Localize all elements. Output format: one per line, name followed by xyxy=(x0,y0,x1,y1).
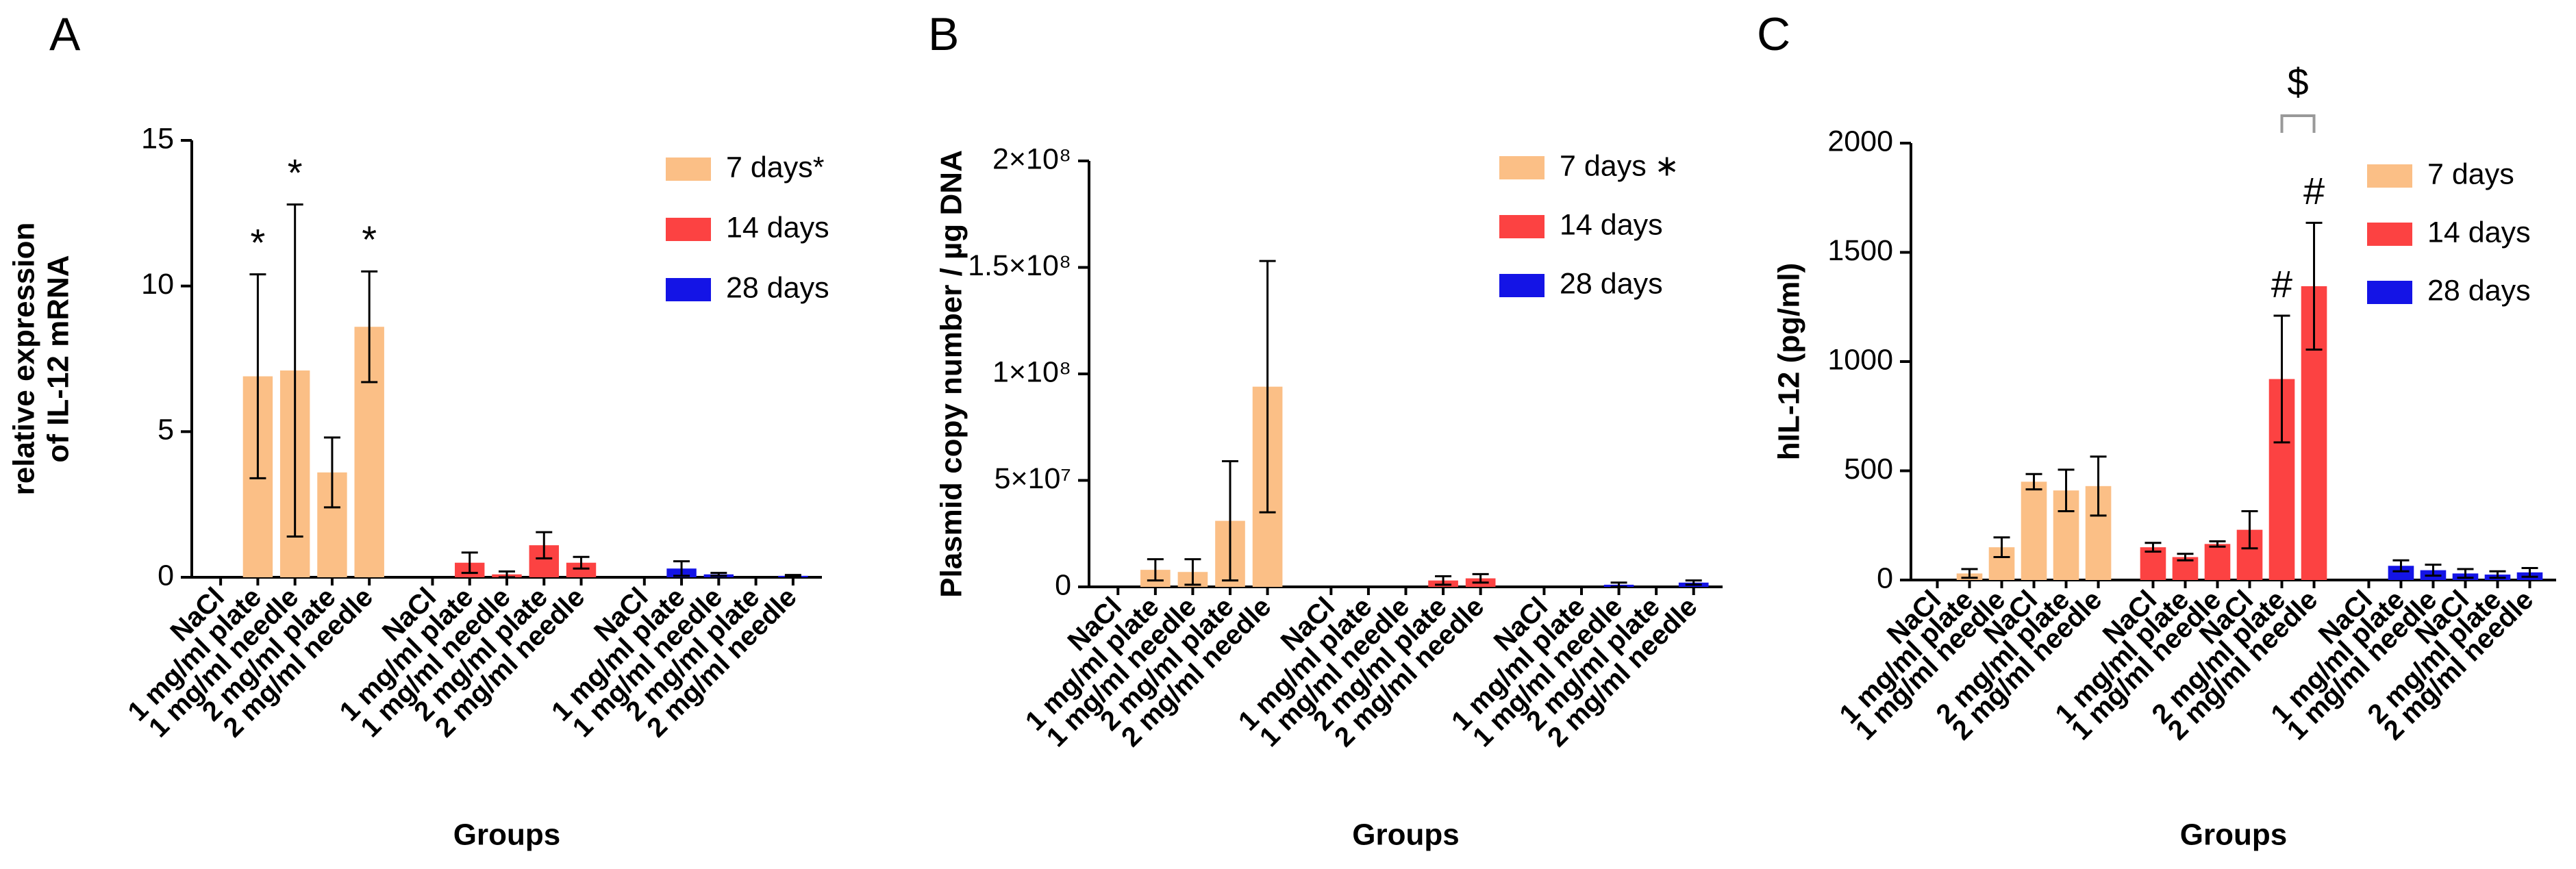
legend-swatch xyxy=(666,278,711,301)
error-bar xyxy=(323,436,340,509)
y-tick-label: 5 xyxy=(158,414,174,446)
y-tick-label: 5×10⁷ xyxy=(995,462,1071,495)
y-tick-label: 10 xyxy=(141,268,174,301)
legend-label: 7 days xyxy=(2427,158,2514,190)
error-bar xyxy=(286,203,303,538)
annotation: * xyxy=(251,221,266,264)
error-bar xyxy=(2209,540,2226,548)
y-axis-title: hIL-12 (pg/ml) xyxy=(1773,263,1806,460)
error-bar xyxy=(2273,314,2290,444)
error-bar xyxy=(499,570,515,579)
error-bar xyxy=(2425,564,2442,577)
error-bar xyxy=(2521,566,2538,578)
error-bar xyxy=(1961,568,1978,579)
legend-swatch xyxy=(666,218,711,241)
y-axis-title: relative expression xyxy=(8,223,41,496)
y-tick-label: 1×10⁸ xyxy=(992,355,1071,388)
y-tick-label: 0 xyxy=(158,559,174,592)
y-tick-label: 500 xyxy=(1844,453,1893,486)
x-axis-title: Groups xyxy=(453,818,560,852)
annotation: * xyxy=(362,218,377,261)
y-tick-label: 0 xyxy=(1055,568,1071,601)
legend-swatch xyxy=(1499,215,1545,238)
error-bar xyxy=(2489,570,2506,579)
legend-label: 7 days ∗ xyxy=(1560,149,1679,182)
error-bar xyxy=(2392,559,2410,572)
error-bar xyxy=(2058,468,2075,513)
panel-label: A xyxy=(49,8,81,60)
legend-label: 7 days* xyxy=(726,151,825,184)
y-tick-label: 2000 xyxy=(1827,125,1893,158)
legend-swatch xyxy=(2367,281,2412,304)
annotation: * xyxy=(288,151,303,194)
error-bar xyxy=(1993,536,2010,559)
annotation: # xyxy=(2271,262,2292,305)
error-bar xyxy=(2144,542,2162,553)
legend-label: 28 days xyxy=(1560,267,1663,300)
bar xyxy=(2388,566,2414,580)
bar xyxy=(566,562,597,577)
error-bar xyxy=(1435,575,1452,586)
error-bar xyxy=(710,572,727,577)
bar xyxy=(2140,547,2166,580)
legend-swatch xyxy=(1499,274,1545,297)
legend-swatch xyxy=(2367,223,2412,246)
error-bar xyxy=(1472,572,1489,584)
error-bar xyxy=(1610,581,1627,588)
error-bar xyxy=(2305,221,2323,351)
y-axis-title: of IL-12 mRNA xyxy=(42,255,75,462)
error-bar xyxy=(784,574,801,578)
error-bar xyxy=(1222,460,1239,582)
x-axis-title: Groups xyxy=(2180,818,2287,852)
error-bar xyxy=(249,273,266,479)
panel-label: B xyxy=(928,8,959,60)
error-bar xyxy=(2090,455,2107,517)
legend-swatch xyxy=(1499,156,1545,179)
annotation: $ xyxy=(2287,60,2308,103)
panel-label: C xyxy=(1757,8,1790,60)
legend-swatch xyxy=(666,158,711,181)
x-axis-title: Groups xyxy=(1352,818,1459,852)
significance-bracket xyxy=(2280,114,2316,133)
legend-label: 28 days xyxy=(726,271,829,304)
error-bar xyxy=(1184,558,1201,586)
legend-swatch xyxy=(2367,164,2412,188)
error-bar xyxy=(573,555,590,570)
legend-label: 14 days xyxy=(2427,216,2531,249)
error-bar xyxy=(361,270,378,383)
y-axis-title: Plasmid copy number / µg DNA xyxy=(935,150,968,598)
error-bar xyxy=(2241,510,2258,550)
legend-label: 14 days xyxy=(726,211,829,244)
y-tick-label: 1000 xyxy=(1827,343,1893,376)
y-tick-label: 1.5×10⁸ xyxy=(968,249,1071,282)
error-bar xyxy=(1259,260,1276,514)
error-bar xyxy=(1147,558,1164,582)
error-bar xyxy=(461,551,478,575)
error-bar xyxy=(2457,568,2474,579)
error-bar xyxy=(536,531,553,559)
error-bar xyxy=(673,560,690,577)
error-bar xyxy=(2177,553,2194,562)
bar xyxy=(2021,481,2047,580)
legend-label: 14 days xyxy=(1560,208,1663,241)
y-tick-label: 0 xyxy=(1877,562,1893,594)
y-tick-label: 1500 xyxy=(1827,234,1893,267)
error-bar xyxy=(2025,473,2042,491)
bar xyxy=(2204,544,2231,580)
y-tick-label: 15 xyxy=(141,122,174,155)
annotation: # xyxy=(2303,169,2325,212)
legend-label: 28 days xyxy=(2427,274,2531,307)
y-tick-label: 2×10⁸ xyxy=(992,142,1071,175)
error-bar xyxy=(1685,579,1702,586)
